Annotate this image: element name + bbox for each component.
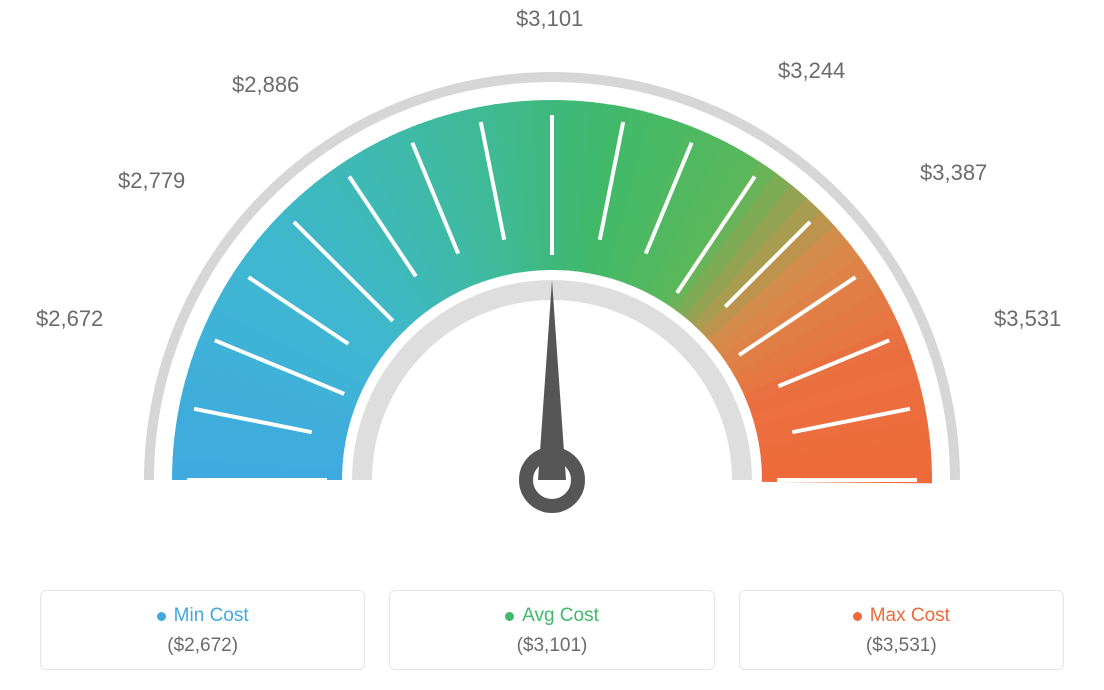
- gauge-svg: [0, 0, 1104, 560]
- legend-dot-avg: [505, 612, 514, 621]
- legend-title-max: Max Cost: [853, 605, 950, 627]
- gauge-tick-label: $3,387: [920, 160, 987, 186]
- gauge-tick-label: $3,531: [994, 306, 1061, 332]
- gauge-chart-container: $2,672 $2,779 $2,886 $3,101 $3,244 $3,387 $3,5…: [0, 0, 1104, 690]
- legend-value-avg: ($3,101): [390, 635, 713, 657]
- legend-title-min: Min Cost: [157, 605, 249, 627]
- gauge-tick-label: $3,101: [516, 6, 583, 32]
- gauge-area: $2,672 $2,779 $2,886 $3,101 $3,244 $3,387 $3,5…: [0, 0, 1104, 560]
- legend-card-avg: Avg Cost ($3,101): [389, 590, 714, 670]
- legend-label-avg: Avg Cost: [522, 605, 599, 627]
- legend-row: Min Cost ($2,672) Avg Cost ($3,101) Max …: [0, 590, 1104, 670]
- gauge-tick-label: $2,672: [36, 306, 103, 332]
- legend-label-min: Min Cost: [174, 605, 249, 627]
- legend-dot-max: [853, 612, 862, 621]
- legend-card-min: Min Cost ($2,672): [40, 590, 365, 670]
- legend-label-max: Max Cost: [870, 605, 950, 627]
- gauge-tick-label: $3,244: [778, 58, 845, 84]
- gauge-tick-label: $2,779: [118, 168, 185, 194]
- legend-value-min: ($2,672): [41, 635, 364, 657]
- legend-title-avg: Avg Cost: [505, 605, 599, 627]
- legend-dot-min: [157, 612, 166, 621]
- legend-value-max: ($3,531): [740, 635, 1063, 657]
- legend-card-max: Max Cost ($3,531): [739, 590, 1064, 670]
- gauge-tick-label: $2,886: [232, 72, 299, 98]
